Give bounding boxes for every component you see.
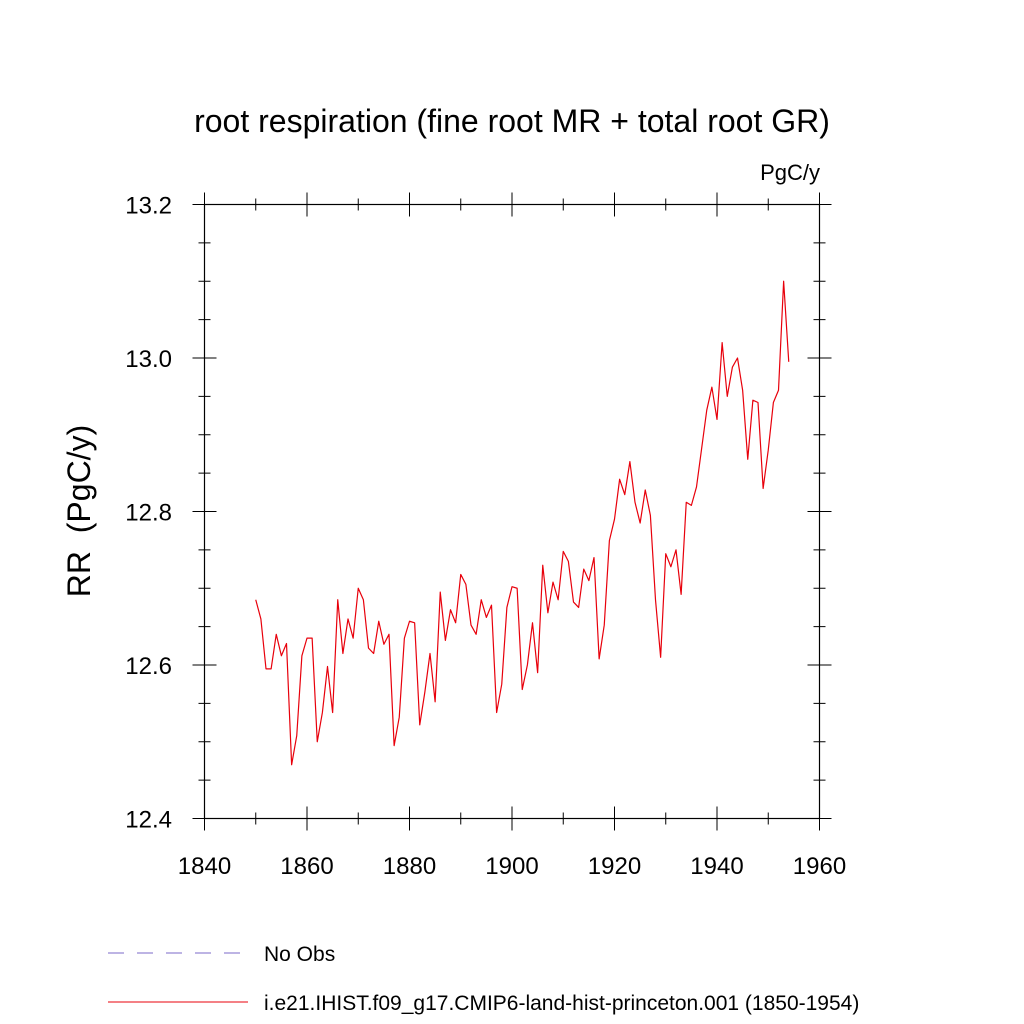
y-tick-label: 12.6	[125, 653, 172, 680]
legend: No Obs i.e21.IHIST.f09_g17.CMIP6-land-hi…	[108, 943, 859, 1015]
x-tick-label: 1920	[588, 853, 641, 880]
y-tick-label: 13.2	[125, 193, 172, 220]
y-tick-labels: 12.4 12.6 12.8 13.0 13.2	[125, 193, 172, 834]
plot-frame	[203, 203, 821, 820]
x-tick-label: 1940	[690, 853, 743, 880]
series-line	[255, 280, 790, 766]
legend-no-obs-label: No Obs	[264, 943, 335, 966]
x-tick-label: 1900	[485, 853, 538, 880]
units-label: PgC/y	[760, 160, 820, 185]
legend-series-label: i.e21.IHIST.f09_g17.CMIP6-land-hist-prin…	[264, 992, 859, 1015]
x-tick-label: 1880	[383, 853, 436, 880]
x-tick-label: 1860	[280, 853, 333, 880]
y-tick-label: 12.4	[125, 807, 172, 834]
y-axis-label: RR (PgC/y)	[61, 425, 97, 597]
y-tick-label: 12.8	[125, 500, 172, 527]
minor-ticks	[198, 198, 826, 825]
major-ticks	[192, 192, 832, 831]
x-tick-label: 1960	[793, 853, 846, 880]
x-tick-labels: 1840 1860 1880 1900 1920 1940 1960	[178, 853, 846, 880]
x-tick-label: 1840	[178, 853, 231, 880]
chart-title: root respiration (fine root MR + total r…	[194, 103, 830, 139]
y-tick-label: 13.0	[125, 346, 172, 373]
